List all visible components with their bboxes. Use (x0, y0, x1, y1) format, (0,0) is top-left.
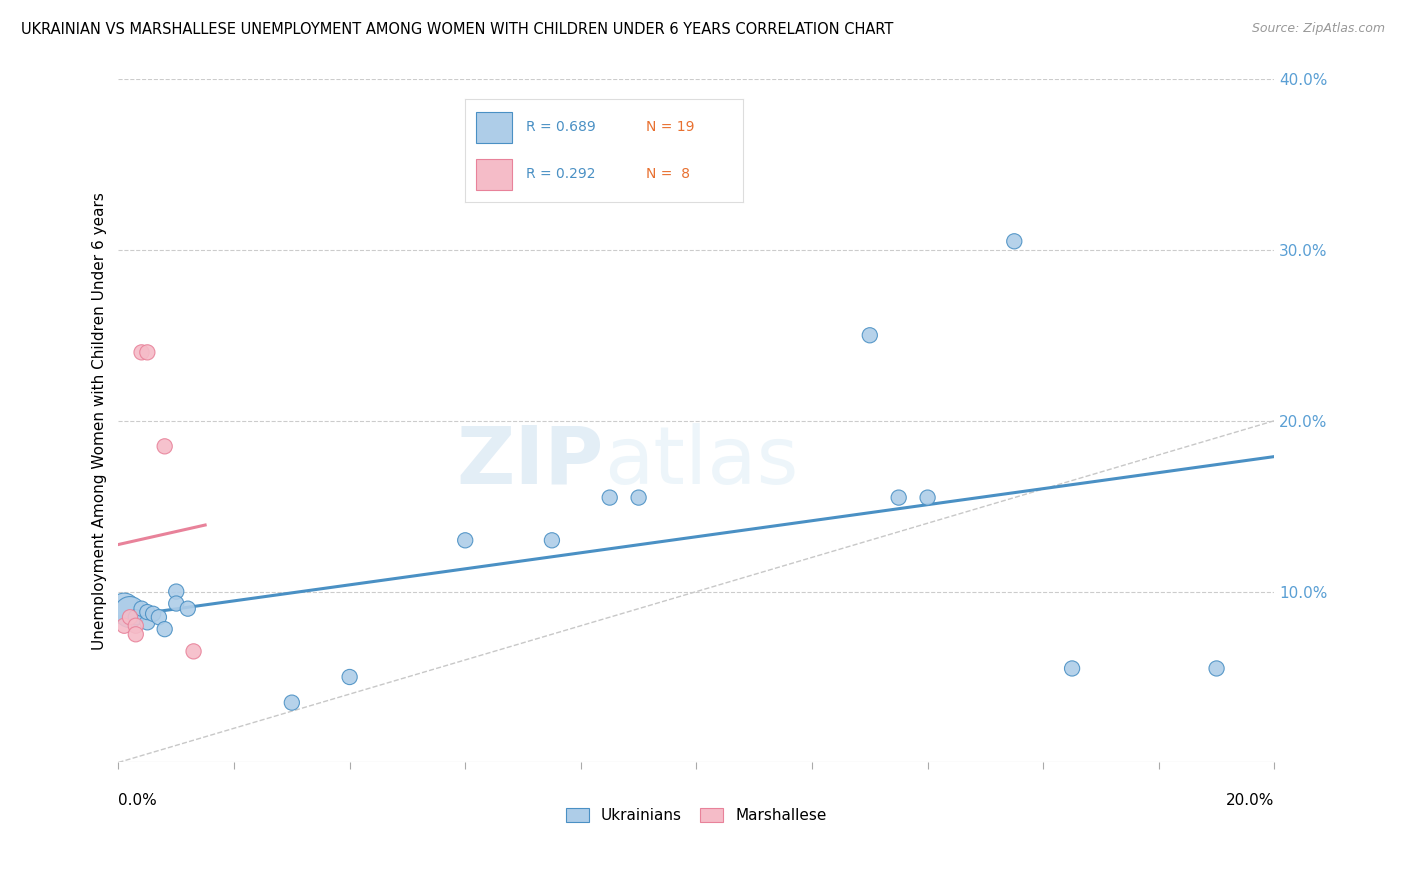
Point (118, 610, 141, 624)
Legend: Ukrainians, Marshallese: Ukrainians, Marshallese (565, 808, 827, 823)
Text: ZIP: ZIP (457, 423, 605, 500)
Point (131, 601, 153, 615)
Point (1062, 661, 1084, 675)
Point (281, 696, 304, 710)
Point (153, 439, 176, 453)
Point (177, 601, 200, 615)
Point (131, 345, 153, 359)
Point (136, 615, 159, 630)
Point (136, 345, 159, 359)
Text: 0.0%: 0.0% (118, 793, 157, 808)
Text: Source: ZipAtlas.com: Source: ZipAtlas.com (1251, 22, 1385, 36)
Point (541, 533, 564, 548)
Text: 20.0%: 20.0% (1226, 793, 1274, 808)
Point (112, 619, 135, 633)
Point (859, 328, 882, 343)
Point (125, 610, 148, 624)
Point (627, 491, 650, 505)
Point (148, 610, 170, 624)
Point (1205, 661, 1227, 675)
Point (125, 619, 148, 633)
Point (136, 605, 159, 619)
Point (599, 491, 621, 505)
Point (917, 491, 939, 505)
Point (1002, 235, 1025, 249)
Point (454, 533, 477, 548)
Point (112, 601, 135, 615)
Y-axis label: Unemployment Among Women with Children Under 6 years: Unemployment Among Women with Children U… (93, 192, 107, 649)
Text: UKRAINIAN VS MARSHALLESE UNEMPLOYMENT AMONG WOMEN WITH CHILDREN UNDER 6 YEARS CO: UKRAINIAN VS MARSHALLESE UNEMPLOYMENT AM… (21, 22, 893, 37)
Point (183, 644, 205, 658)
Point (165, 584, 187, 599)
Point (142, 607, 165, 621)
Point (887, 491, 910, 505)
Point (165, 597, 187, 611)
Text: atlas: atlas (605, 423, 799, 500)
Point (118, 605, 141, 619)
Point (153, 622, 176, 636)
Point (125, 627, 148, 641)
Point (339, 670, 361, 684)
